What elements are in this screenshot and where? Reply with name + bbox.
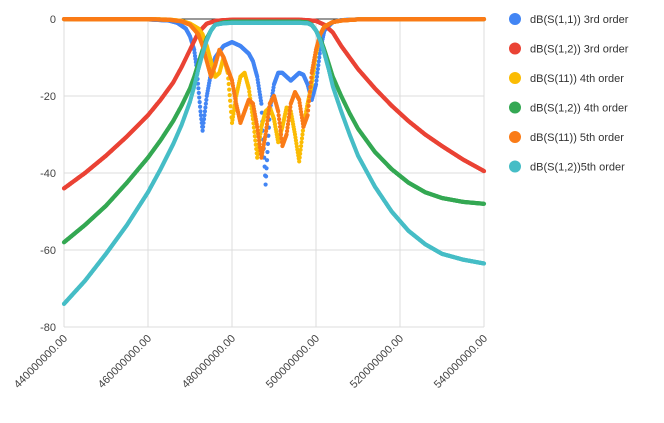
data-point (196, 86, 200, 90)
data-point (201, 121, 205, 125)
data-point (301, 129, 305, 133)
data-point (482, 17, 486, 21)
data-point (315, 71, 319, 75)
data-point (259, 102, 263, 106)
data-point (228, 99, 232, 103)
data-point (316, 67, 320, 71)
data-point (300, 136, 304, 140)
y-tick-label: 0 (50, 14, 56, 26)
x-tick-label: 440000000.00 (12, 333, 70, 391)
data-point (297, 159, 301, 163)
data-point (202, 117, 206, 121)
data-point (316, 63, 320, 67)
data-point (299, 140, 303, 144)
y-tick-label: -40 (40, 168, 56, 180)
data-point (482, 169, 486, 173)
data-point (277, 117, 281, 121)
data-point (308, 90, 312, 94)
grid (64, 19, 484, 327)
data-point (198, 105, 202, 109)
data-point (204, 102, 208, 106)
data-point (204, 98, 208, 102)
data-point (278, 121, 282, 125)
data-point (307, 94, 311, 98)
series-2 (62, 18, 486, 191)
data-point (315, 75, 319, 79)
data-point (253, 134, 257, 138)
x-tick-label: 500000000.00 (264, 333, 322, 391)
x-tick-label: 480000000.00 (180, 333, 238, 391)
x-tick-label: 460000000.00 (96, 333, 154, 391)
data-point (201, 125, 205, 129)
data-point (300, 132, 304, 136)
data-point (266, 142, 270, 146)
data-point (314, 82, 318, 86)
data-point (306, 113, 310, 117)
data-point (264, 174, 268, 178)
data-point (264, 182, 268, 186)
data-point (264, 166, 268, 170)
data-point (299, 148, 303, 152)
data-point (278, 125, 282, 129)
data-point (197, 91, 201, 95)
x-tick-label: 520000000.00 (348, 333, 406, 391)
data-point (227, 82, 231, 86)
data-point (228, 93, 232, 97)
x-tick-label: 540000000.00 (432, 333, 490, 391)
data-point (198, 100, 202, 104)
y-tick-label: -20 (40, 91, 56, 103)
data-point (482, 202, 486, 206)
data-point (317, 59, 321, 63)
data-point (197, 95, 201, 99)
data-point (309, 76, 313, 80)
series-layer (62, 17, 486, 306)
data-point (265, 150, 269, 154)
data-point (265, 158, 269, 162)
data-point (298, 156, 302, 160)
data-point (298, 152, 302, 156)
series-6 (62, 21, 486, 306)
data-point (278, 129, 282, 133)
data-point (317, 55, 321, 59)
data-point (203, 105, 207, 109)
data-point (314, 79, 318, 83)
data-point (309, 80, 313, 84)
data-point (299, 144, 303, 148)
data-point (201, 129, 205, 133)
data-point (253, 138, 257, 142)
data-point (277, 113, 281, 117)
data-point (308, 85, 312, 89)
data-point (202, 113, 206, 117)
data-point (279, 132, 283, 136)
data-point (198, 109, 202, 113)
data-point (276, 109, 280, 113)
data-point (203, 109, 207, 113)
data-point (229, 104, 233, 108)
data-point (307, 99, 311, 103)
y-tick-label: -80 (40, 322, 56, 334)
data-point (227, 87, 231, 91)
data-point (306, 108, 310, 112)
y-tick-label: -60 (40, 245, 56, 257)
data-point (306, 104, 310, 108)
